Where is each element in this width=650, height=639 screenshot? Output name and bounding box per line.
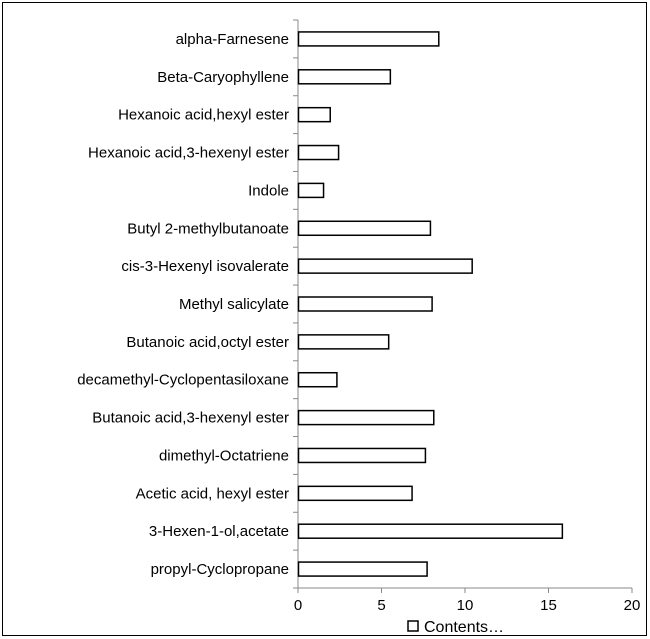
category-label: alpha-Farnesene	[176, 31, 289, 48]
x-tick-label: 20	[624, 597, 641, 614]
bar	[297, 447, 427, 464]
bar	[297, 106, 331, 123]
bar	[297, 31, 440, 47]
bar	[297, 561, 428, 577]
bar	[297, 296, 433, 312]
bar	[297, 371, 338, 388]
bar	[297, 182, 325, 199]
x-tick-label: 10	[457, 597, 474, 614]
category-label: decamethyl-Cyclopentasiloxane	[77, 372, 289, 389]
category-label: propyl-Cyclopropane	[151, 561, 289, 578]
category-label: Acetic acid, hexyl ester	[136, 485, 289, 502]
bar	[297, 409, 435, 426]
category-label: Butyl 2-methylbutanoate	[127, 220, 289, 237]
bar	[297, 523, 564, 539]
legend-swatch	[407, 620, 419, 632]
legend-label: Contents…	[424, 619, 504, 636]
category-label: Methyl salicylate	[179, 296, 289, 313]
category-label: Hexanoic acid,hexyl ester	[118, 107, 289, 124]
category-label: 3-Hexen-1-ol,acetate	[149, 523, 289, 540]
bar	[297, 334, 390, 350]
bar	[297, 144, 340, 161]
bar-chart: 0 5 10 15 20 propyl-Cyclopropane 3-Hexen-1-ol,…	[77, 19, 641, 636]
category-label: Indole	[248, 182, 289, 199]
category-label: Butanoic acid,3-hexenyl ester	[92, 410, 289, 427]
category-label: Beta-Caryophyllene	[157, 69, 289, 86]
x-tick-label: 5	[377, 597, 385, 614]
category-label: Hexanoic acid,3-hexenyl ester	[88, 145, 289, 162]
x-tick-label: 0	[294, 597, 302, 614]
bar	[297, 258, 473, 274]
x-tick-label: 15	[540, 597, 557, 614]
bar	[297, 485, 413, 502]
category-label: cis-3-Hexenyl isovalerate	[121, 258, 289, 275]
category-label: dimethyl-Octatriene	[159, 447, 289, 464]
bar	[297, 220, 432, 237]
category-label: Butanoic acid,octyl ester	[126, 334, 289, 351]
bar	[297, 69, 392, 85]
